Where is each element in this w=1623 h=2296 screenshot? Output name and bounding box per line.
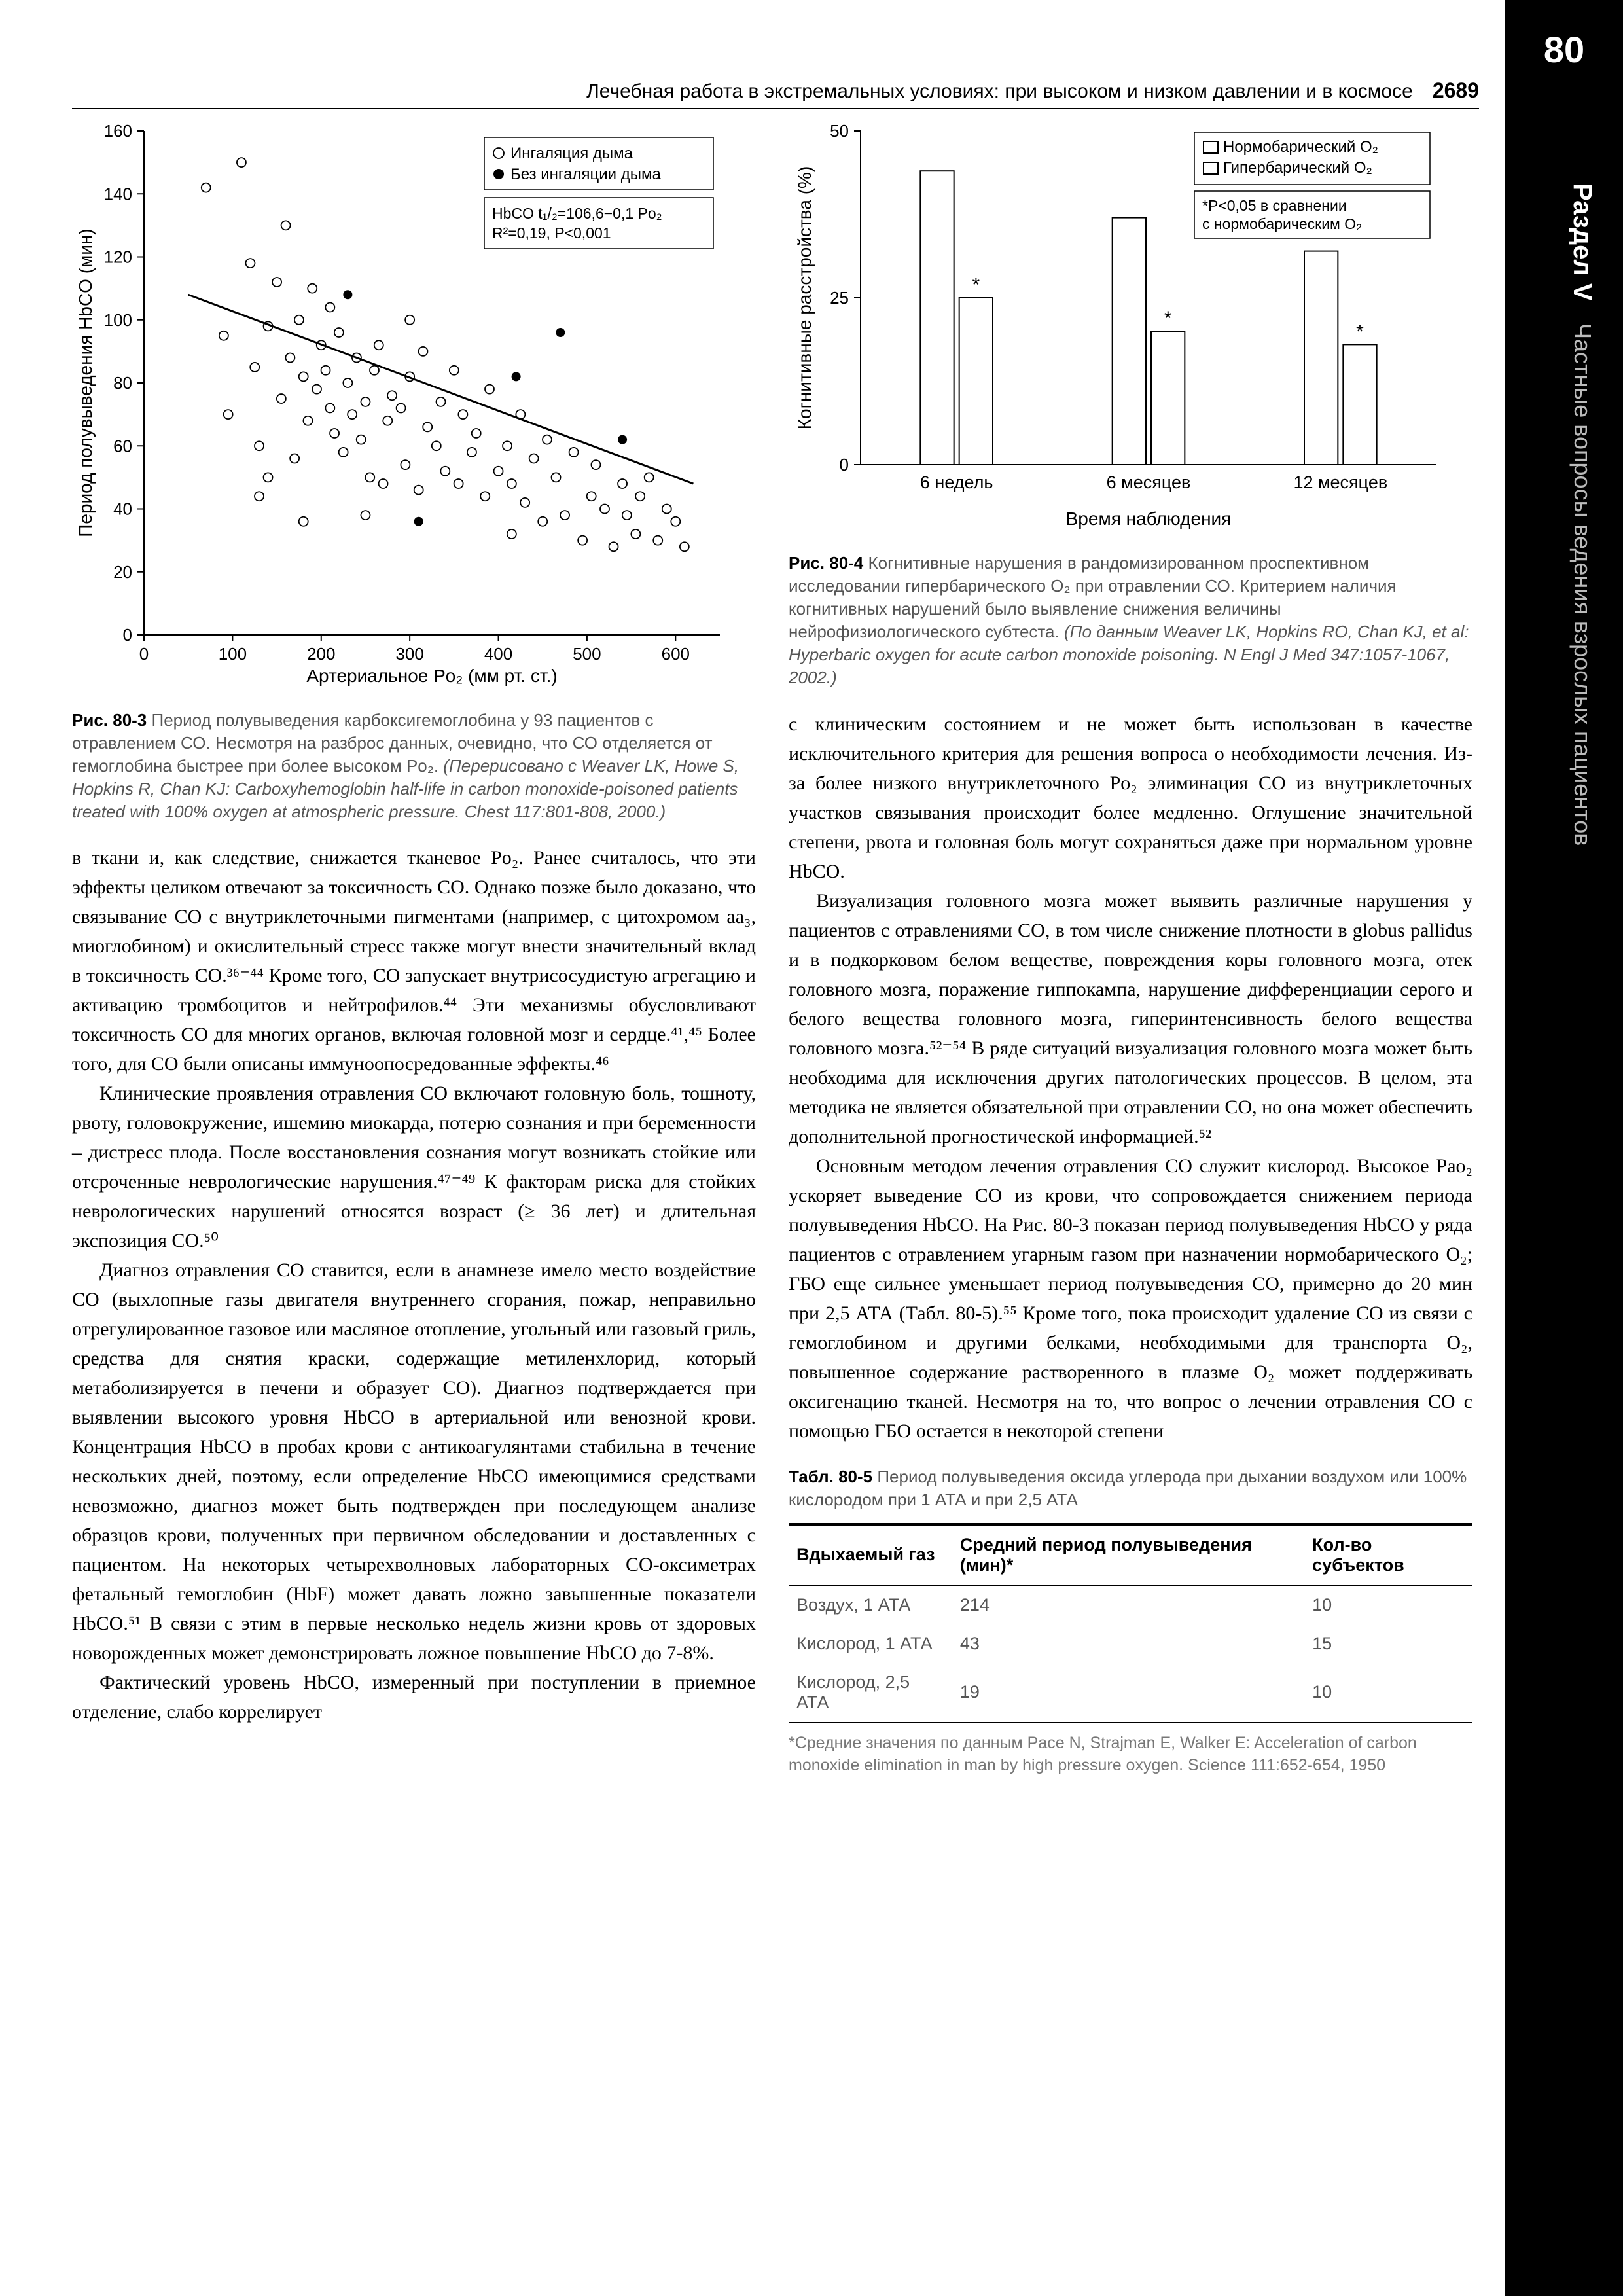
scatter-chart: 0 20 40 60 80 100 120 140 160 0 100 200 300 400 500 600… xyxy=(72,118,740,694)
fig3-caption: Рис. 80-3 Период полувыведения карбоксиг… xyxy=(72,709,756,823)
table-cell: 15 xyxy=(1304,1624,1472,1663)
svg-text:0: 0 xyxy=(840,455,849,475)
figure-80-3: 0 20 40 60 80 100 120 140 160 0 100 200 300 400 500 600… xyxy=(72,118,756,823)
fig4-caption: Рис. 80-4 Когнитивные нарушения в рандом… xyxy=(789,552,1472,690)
table-cell: Кислород, 2,5 АТА xyxy=(789,1663,952,1723)
table-cell: 19 xyxy=(952,1663,1304,1723)
svg-text:*: * xyxy=(1356,321,1364,342)
svg-text:12 месяцев: 12 месяцев xyxy=(1293,473,1387,492)
svg-text:60: 60 xyxy=(113,436,132,456)
body-paragraph: Фактический уровень HbCO, измеренный при… xyxy=(72,1668,756,1727)
svg-text:Период полувыведения HbCO (мин: Период полувыведения HbCO (мин) xyxy=(75,228,96,537)
table-row: Кислород, 2,5 АТА1910 xyxy=(789,1663,1472,1723)
svg-text:80: 80 xyxy=(113,373,132,393)
table-header-cell: Кол-во субъектов xyxy=(1304,1524,1472,1585)
table-row: Воздух, 1 АТА21410 xyxy=(789,1585,1472,1624)
body-paragraph: Основным методом лечения отравления СО с… xyxy=(789,1151,1472,1446)
section-title: Частные вопросы ведения взрослых пациент… xyxy=(1569,323,1596,846)
table-row: Кислород, 1 АТА4315 xyxy=(789,1624,1472,1663)
fig3-label: Рис. 80-3 xyxy=(72,710,147,730)
svg-text:0: 0 xyxy=(139,644,149,664)
svg-text:100: 100 xyxy=(219,644,247,664)
left-body-text: в ткани и, как следствие, снижается ткан… xyxy=(72,843,756,1727)
chapter-number: 80 xyxy=(1544,28,1584,71)
page-sidebar xyxy=(1505,0,1623,2296)
table5-footnote: *Средние значения по данным Pace N, Stra… xyxy=(789,1732,1472,1777)
content-area: 0204060801001201401600100200300400500600… xyxy=(72,118,1472,1776)
table5-title-text: Период полувыведения оксида углерода при… xyxy=(789,1467,1467,1509)
table-header-cell: Средний период полувыведения (мин)* xyxy=(952,1524,1304,1585)
left-column: 0 20 40 60 80 100 120 140 160 0 100 200 300 400 500 600… xyxy=(72,118,756,1776)
svg-text:20: 20 xyxy=(113,562,132,582)
svg-text:140: 140 xyxy=(104,184,132,204)
table-cell: Воздух, 1 АТА xyxy=(789,1585,952,1624)
svg-text:40: 40 xyxy=(113,499,132,519)
body-paragraph: в ткани и, как следствие, снижается ткан… xyxy=(72,843,756,1079)
sidebar-section-text: Раздел V Частные вопросы ведения взрослы… xyxy=(1567,183,1597,1230)
right-body-text: с клиническим состоянием и не может быть… xyxy=(789,709,1472,1446)
svg-text:200: 200 xyxy=(307,644,335,664)
svg-text:HbCO t₁/₂=106,6−0,1 Po₂: HbCO t₁/₂=106,6−0,1 Po₂ xyxy=(492,205,662,222)
bar-chart: 0 25 50 Когнитивные расстройства (%) * 6 неде… xyxy=(789,118,1456,537)
svg-text:600: 600 xyxy=(662,644,690,664)
table5-label: Табл. 80-5 xyxy=(789,1467,872,1486)
table-80-5: Вдыхаемый газСредний период полувыведени… xyxy=(789,1523,1472,1723)
svg-text:500: 500 xyxy=(573,644,601,664)
svg-text:Без ингаляции дыма: Без ингаляции дыма xyxy=(510,166,661,183)
table5-title: Табл. 80-5 Период полувыведения оксида у… xyxy=(789,1465,1472,1511)
right-column: 0 25 50 Когнитивные расстройства (%) * 6 неде… xyxy=(789,118,1472,1776)
svg-text:0: 0 xyxy=(123,625,132,645)
svg-text:Когнитивные расстройства (%): Когнитивные расстройства (%) xyxy=(794,166,815,430)
table-cell: 10 xyxy=(1304,1663,1472,1723)
svg-text:с нормобарическим О₂: с нормобарическим О₂ xyxy=(1202,215,1362,232)
table-cell: Кислород, 1 АТА xyxy=(789,1624,952,1663)
svg-text:6 недель: 6 недель xyxy=(920,473,993,492)
running-header: Лечебная работа в экстремальных условиях… xyxy=(72,79,1479,109)
svg-text:Ингаляция дыма: Ингаляция дыма xyxy=(510,145,633,162)
svg-text:25: 25 xyxy=(830,288,849,308)
table-cell: 10 xyxy=(1304,1585,1472,1624)
svg-text:Артериальное Po₂ (мм рт. ст.): Артериальное Po₂ (мм рт. ст.) xyxy=(306,666,557,686)
svg-text:50: 50 xyxy=(830,121,849,141)
header-title: Лечебная работа в экстремальных условиях… xyxy=(586,81,1413,103)
svg-text:160: 160 xyxy=(104,121,132,141)
svg-text:6 месяцев: 6 месяцев xyxy=(1107,473,1191,492)
table-cell: 214 xyxy=(952,1585,1304,1624)
table-cell: 43 xyxy=(952,1624,1304,1663)
svg-text:*: * xyxy=(972,274,980,296)
section-label: Раздел V xyxy=(1568,183,1597,301)
svg-text:Время наблюдения: Время наблюдения xyxy=(1066,509,1232,529)
fig4-label: Рис. 80-4 xyxy=(789,553,863,573)
svg-text:400: 400 xyxy=(484,644,512,664)
svg-text:*P<0,05 в сравнении: *P<0,05 в сравнении xyxy=(1202,197,1347,214)
chapter-badge: 80 xyxy=(1505,0,1623,98)
svg-text:300: 300 xyxy=(395,644,423,664)
table-header-cell: Вдыхаемый газ xyxy=(789,1524,952,1585)
body-paragraph: Визуализация головного мозга может выяви… xyxy=(789,886,1472,1151)
svg-text:*: * xyxy=(1164,308,1172,329)
svg-text:100: 100 xyxy=(104,310,132,330)
svg-text:R²=0,19, P<0,001: R²=0,19, P<0,001 xyxy=(492,224,611,242)
body-paragraph: Клинические проявления отравления СО вкл… xyxy=(72,1079,756,1255)
svg-text:Нормобарический О₂: Нормобарический О₂ xyxy=(1223,138,1378,156)
header-pagenum: 2689 xyxy=(1433,79,1479,103)
body-paragraph: Диагноз отравления СО ставится, если в а… xyxy=(72,1255,756,1668)
svg-text:120: 120 xyxy=(104,247,132,267)
body-paragraph: с клиническим состоянием и не может быть… xyxy=(789,709,1472,886)
svg-text:Гипербарический О₂: Гипербарический О₂ xyxy=(1223,159,1372,177)
figure-80-4: 0 25 50 Когнитивные расстройства (%) * 6 неде… xyxy=(789,118,1472,690)
